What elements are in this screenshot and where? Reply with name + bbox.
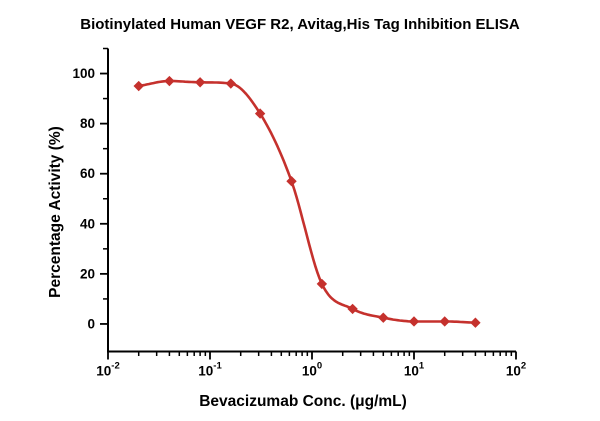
data-point-marker [225, 78, 237, 89]
y-tick-label: 20 [80, 266, 95, 281]
data-point-marker [286, 176, 297, 187]
axis-spines [107, 48, 516, 353]
data-point-marker [316, 278, 328, 290]
y-tick-label: 80 [80, 116, 95, 131]
x-axis-title: Bevacizumab Conc. (μg/mL) [199, 393, 407, 410]
data-point-marker [408, 316, 420, 327]
x-tick-label: 101 [404, 361, 425, 379]
fit-curve [137, 79, 477, 324]
data-point-marker [133, 80, 144, 92]
x-tick-label: 102 [506, 361, 526, 379]
data-point-marker [439, 316, 450, 327]
data-point-marker [164, 75, 175, 87]
data-point-marker [378, 312, 389, 323]
y-tick-label: 40 [80, 216, 95, 231]
x-tick-label: 10-1 [198, 361, 222, 379]
data-point-marker [347, 303, 358, 315]
data-point-marker [254, 108, 266, 119]
chart-title: Biotinylated Human VEGF R2, Avitag,His T… [80, 16, 520, 33]
x-tick-label: 100 [302, 361, 322, 379]
x-tick-label: 10-2 [96, 361, 119, 379]
data-point-marker [470, 317, 481, 328]
y-tick-label: 100 [72, 66, 95, 81]
y-tick-label: 60 [80, 166, 95, 181]
y-tick-label: 0 [87, 316, 95, 331]
data-point-marker [194, 77, 206, 88]
